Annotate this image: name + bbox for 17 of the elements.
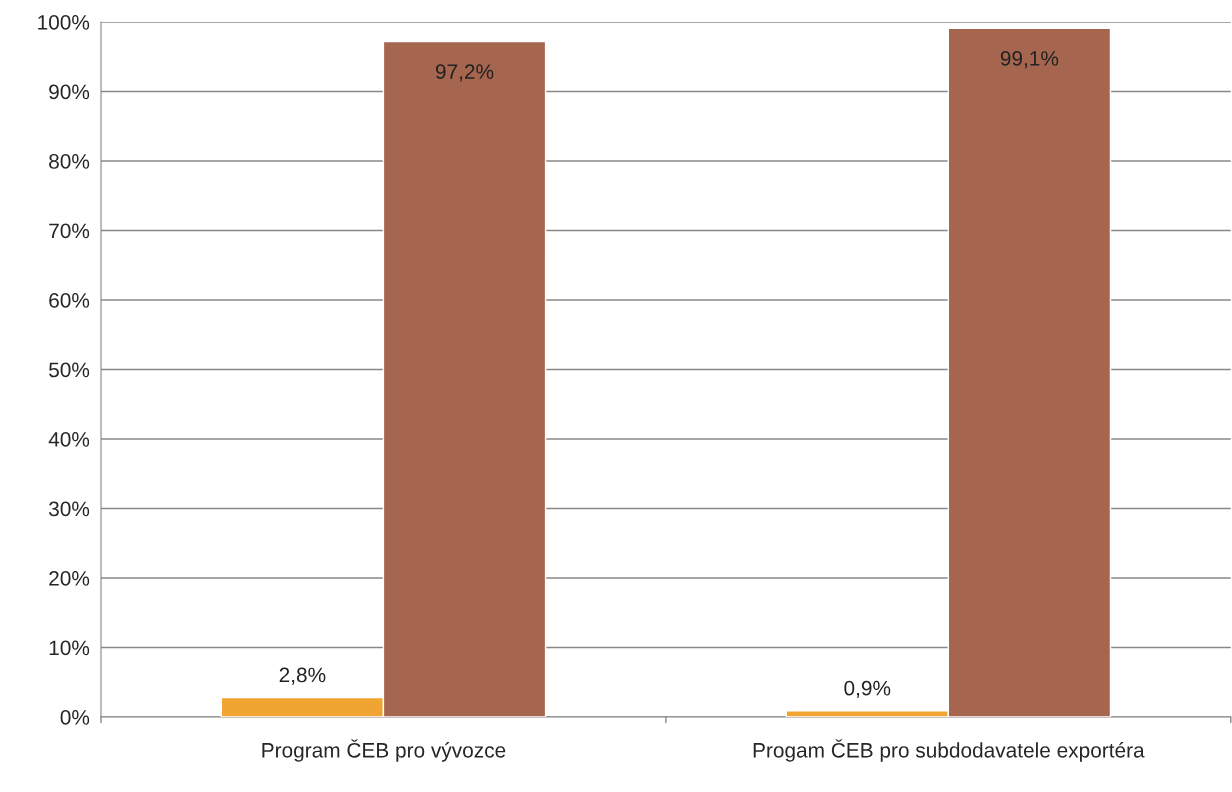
y-tick-label: 60% — [49, 293, 90, 308]
x-tick-label: Progam ČEB pro subdodavatele exportéra — [753, 739, 1145, 762]
y-tick-label: 20% — [49, 571, 90, 586]
data-label: 97,2% — [435, 64, 494, 82]
x-tick-label: Program ČEB pro vývozce — [262, 739, 506, 762]
y-tick-label: 40% — [48, 432, 90, 447]
y-tick-label: 50% — [49, 362, 90, 378]
y-tick-label: 30% — [48, 501, 90, 517]
y-tick-label: 80% — [49, 154, 90, 169]
data-label: 0,9% — [844, 680, 891, 698]
y-tick-label: 10% — [49, 640, 90, 656]
y-tick-label: 90% — [49, 84, 90, 100]
data-label: 99,1% — [1000, 51, 1059, 69]
y-tick-label: 0% — [60, 710, 90, 725]
y-tick-label: 70% — [49, 223, 90, 239]
data-label: 2,8% — [279, 667, 326, 685]
y-tick-label: 100% — [38, 15, 90, 30]
